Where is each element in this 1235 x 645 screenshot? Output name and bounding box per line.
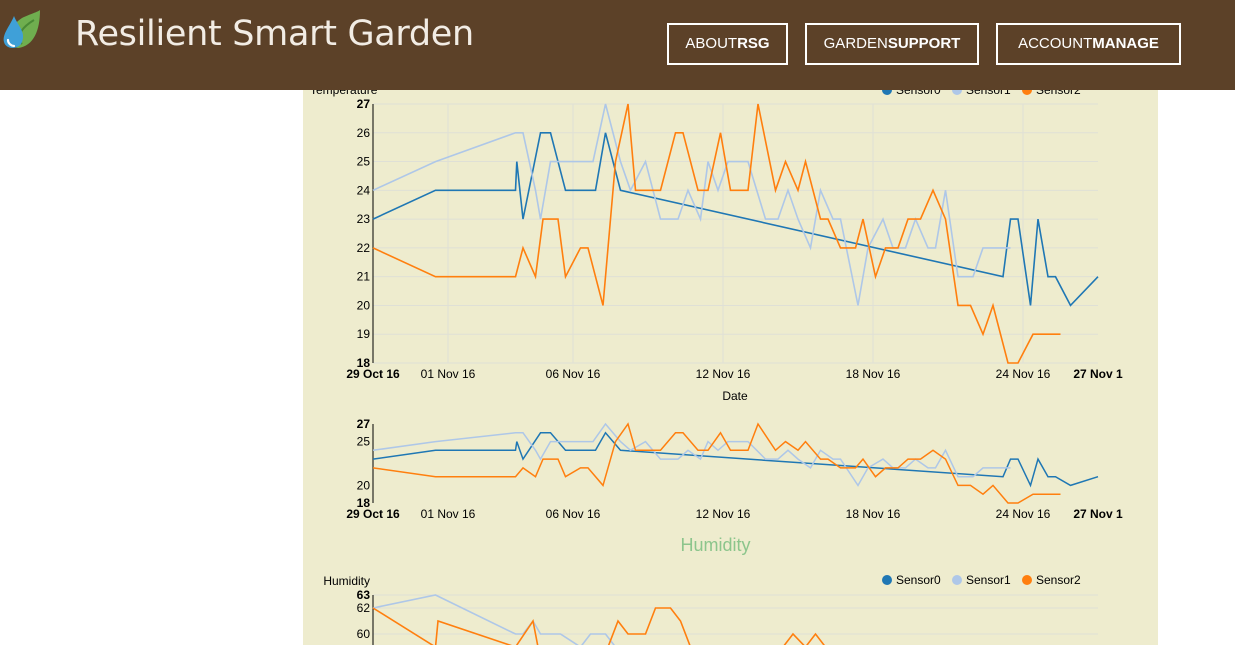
context-x-tick-label: 12 Nov 16 [696,507,751,521]
legend-label-sensor1: Sensor1 [966,573,1011,587]
temperature-y-tick-label: 26 [357,126,371,140]
humidity-y-tick-label: 63 [357,588,371,602]
temperature-x-tick-label: 18 Nov 16 [846,367,901,381]
temperature-y-tick-label: 23 [357,212,371,226]
legend-swatch-sensor0 [882,575,892,585]
temperature-y-tick-label: 24 [357,183,371,197]
temperature-x-tick-label: 06 Nov 16 [546,367,601,381]
context-y-tick-label: 27 [357,417,371,431]
context-x-tick-label: 29 Oct 16 [346,507,400,521]
rsg-label: RSG [737,35,770,52]
humidity-y-tick-label: 60 [357,627,371,641]
garden-support-button[interactable]: GARDENSUPPORT [805,23,979,65]
humidity-y-axis-label: Humidity [323,574,370,588]
temperature-series-sensor1 [373,104,1011,305]
temperature-y-tick-label: 21 [357,270,371,284]
humidity-section-title: Humidity [303,535,1128,556]
context-x-tick-label: 06 Nov 16 [546,507,601,521]
context-x-tick-label: 18 Nov 16 [846,507,901,521]
legend-label-sensor2: Sensor2 [1036,573,1081,587]
about-label: ABOUT [685,35,737,52]
legend-label-sensor0: Sensor0 [896,573,941,587]
context-y-tick-label: 20 [357,478,371,492]
context-series-sensor0 [373,433,1098,486]
temperature-y-tick-label: 27 [357,97,371,111]
context-x-tick-label: 27 Nov 1 [1073,507,1123,521]
temperature-y-tick-label: 19 [357,327,371,341]
humidity-legend: Sensor0 Sensor1 Sensor2 [882,573,1081,587]
humidity-series-sensor1 [373,595,616,645]
legend-swatch-sensor1 [952,575,962,585]
legend-swatch-sensor2 [1022,575,1032,585]
temperature-x-tick-label: 12 Nov 16 [696,367,751,381]
humidity-series-sensor2 [373,608,826,645]
humidity-y-tick-label: 62 [357,601,371,615]
about-rsg-button[interactable]: ABOUTRSG [667,23,788,65]
support-label: SUPPORT [888,35,961,52]
context-y-tick-label: 25 [357,435,371,449]
garden-label: GARDEN [824,35,888,52]
temperature-x-tick-label: 01 Nov 16 [421,367,476,381]
water-leaf-logo-icon[interactable] [0,10,44,54]
temperature-x-tick-label: 27 Nov 1 [1073,367,1123,381]
account-label: ACCOUNT [1018,35,1092,52]
temperature-x-tick-label: 29 Oct 16 [346,367,400,381]
header-bar: Resilient Smart Garden ABOUTRSG GARDENSU… [0,0,1235,90]
temperature-series-sensor2 [373,104,1061,363]
app-title: Resilient Smart Garden [75,14,474,54]
account-manage-button[interactable]: ACCOUNTMANAGE [996,23,1181,65]
temperature-x-tick-label: 24 Nov 16 [996,367,1051,381]
temperature-y-tick-label: 20 [357,298,371,312]
temperature-x-axis-label: Date [722,389,748,403]
context-series-sensor2 [373,424,1061,503]
temperature-y-tick-label: 22 [357,241,371,255]
manage-label: MANAGE [1092,35,1159,52]
context-x-tick-label: 01 Nov 16 [421,507,476,521]
temperature-y-tick-label: 25 [357,155,371,169]
context-x-tick-label: 24 Nov 16 [996,507,1051,521]
